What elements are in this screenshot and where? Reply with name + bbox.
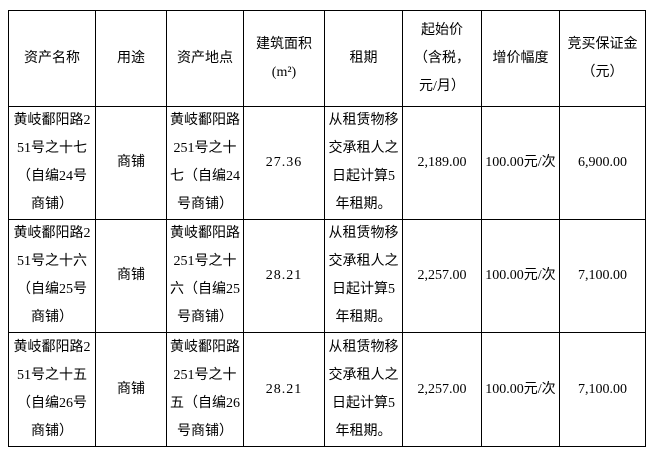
cell-increment: 100.00元/次: [481, 106, 560, 220]
table-row: 黄岐鄱阳路251号之十五（自编26号商铺） 商铺 黄岐鄱阳路251号之十五（自编…: [8, 332, 646, 447]
cell-asset-name: 黄岐鄱阳路251号之十六（自编25号商铺）: [8, 219, 96, 333]
cell-lease-term: 从租赁物移交承租人之日起计算5年租期。: [324, 332, 403, 447]
cell-location: 黄岐鄱阳路251号之十七（自编24号商铺）: [166, 106, 244, 220]
col-header-deposit: 竞买保证金 （元）: [559, 10, 646, 107]
cell-deposit: 7,100.00: [559, 332, 646, 447]
cell-usage: 商铺: [95, 219, 167, 333]
table-row: 黄岐鄱阳路251号之十六（自编25号商铺） 商铺 黄岐鄱阳路251号之十六（自编…: [8, 219, 646, 333]
table-row: 黄岐鄱阳路251号之十七（自编24号商铺） 商铺 黄岐鄱阳路251号之十七（自编…: [8, 106, 646, 220]
table-header-row: 资产名称 用途 资产地点 建筑面积 (m²) 租期 起始价 （含税， 元/月） …: [8, 10, 646, 107]
cell-deposit: 7,100.00: [559, 219, 646, 333]
cell-location: 黄岐鄱阳路251号之十六（自编25号商铺）: [166, 219, 244, 333]
cell-area: 27.36: [243, 106, 325, 220]
cell-asset-name: 黄岐鄱阳路251号之十五（自编26号商铺）: [8, 332, 96, 447]
col-header-lease-term: 租期: [324, 10, 403, 107]
col-header-usage: 用途: [95, 10, 167, 107]
cell-start-price: 2,189.00: [402, 106, 482, 220]
cell-increment: 100.00元/次: [481, 219, 560, 333]
col-header-asset-name: 资产名称: [8, 10, 96, 107]
col-header-start-price: 起始价 （含税， 元/月）: [402, 10, 482, 107]
cell-lease-term: 从租赁物移交承租人之日起计算5年租期。: [324, 219, 403, 333]
cell-start-price: 2,257.00: [402, 332, 482, 447]
cell-asset-name: 黄岐鄱阳路251号之十七（自编24号商铺）: [8, 106, 96, 220]
cell-usage: 商铺: [95, 106, 167, 220]
cell-deposit: 6,900.00: [559, 106, 646, 220]
col-header-increment: 增价幅度: [481, 10, 560, 107]
cell-lease-term: 从租赁物移交承租人之日起计算5年租期。: [324, 106, 403, 220]
cell-area: 28.21: [243, 219, 325, 333]
col-header-area: 建筑面积 (m²): [243, 10, 325, 107]
cell-area: 28.21: [243, 332, 325, 447]
cell-location: 黄岐鄱阳路251号之十五（自编26号商铺）: [166, 332, 244, 447]
cell-usage: 商铺: [95, 332, 167, 447]
asset-auction-table: 资产名称 用途 资产地点 建筑面积 (m²) 租期 起始价 （含税， 元/月） …: [8, 10, 646, 447]
cell-start-price: 2,257.00: [402, 219, 482, 333]
col-header-location: 资产地点: [166, 10, 244, 107]
cell-increment: 100.00元/次: [481, 332, 560, 447]
